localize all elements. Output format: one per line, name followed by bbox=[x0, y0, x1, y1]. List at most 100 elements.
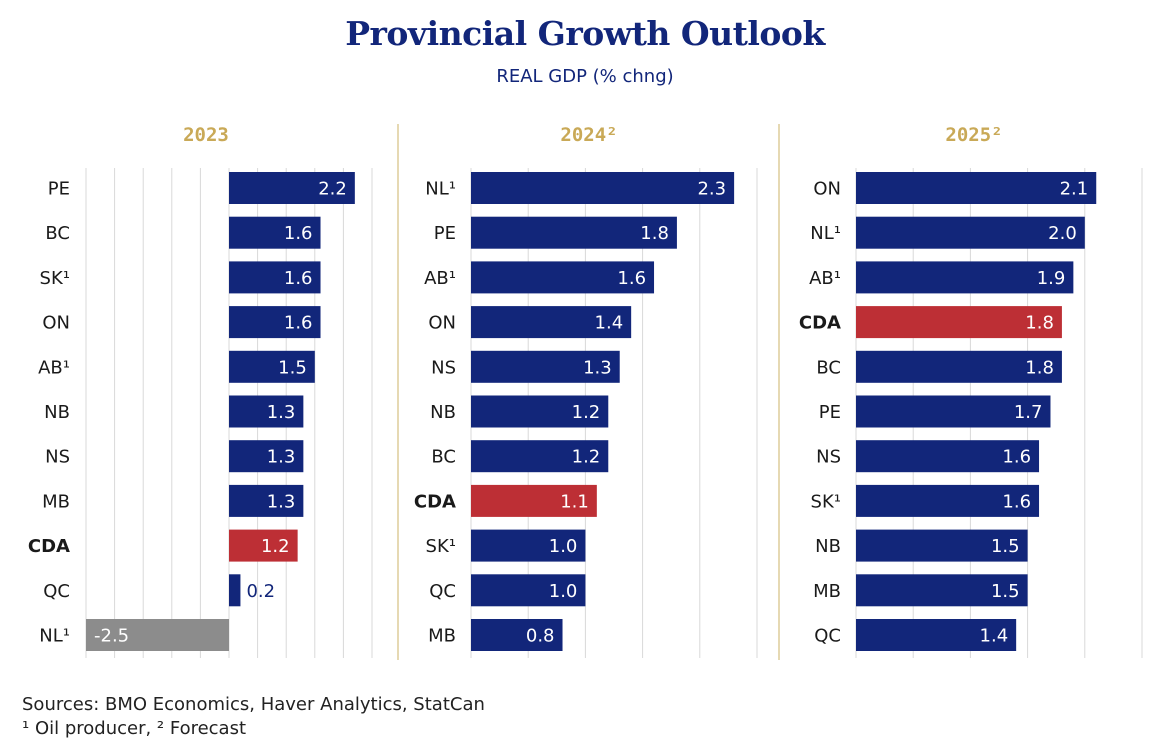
chart-title: Provincial Growth Outlook bbox=[345, 14, 825, 53]
data-label: 1.6 bbox=[284, 313, 313, 334]
category-label: NB bbox=[430, 402, 456, 423]
data-label: 1.9 bbox=[1037, 268, 1066, 289]
category-label: SK¹ bbox=[40, 268, 70, 289]
category-label: ON bbox=[428, 313, 456, 334]
data-label: 1.8 bbox=[1025, 313, 1054, 334]
data-label: 2.3 bbox=[697, 179, 726, 200]
data-label: 2.2 bbox=[318, 179, 347, 200]
bar bbox=[229, 395, 304, 428]
panel-title: 2025² bbox=[945, 124, 1002, 146]
category-label: NL¹ bbox=[39, 626, 70, 647]
category-label: PE bbox=[434, 223, 456, 244]
category-label: PE bbox=[48, 179, 70, 200]
bar bbox=[471, 261, 655, 294]
data-label: 0.8 bbox=[526, 626, 555, 647]
category-label: ON bbox=[42, 313, 70, 334]
bar bbox=[471, 216, 677, 249]
category-label: QC bbox=[43, 581, 70, 602]
bar bbox=[471, 440, 609, 473]
data-label: 1.2 bbox=[572, 447, 601, 468]
bar bbox=[856, 261, 1074, 294]
bar bbox=[229, 440, 304, 473]
category-label: AB¹ bbox=[424, 268, 456, 289]
category-label: NL¹ bbox=[810, 223, 841, 244]
panel-3: 2025² ON 2.1 NL¹ 2.0 AB¹ 1.9 CDA 1.8 BC 1.8 PE 1.7 NS… bbox=[799, 124, 1143, 658]
bar bbox=[856, 484, 1040, 517]
data-label: 1.8 bbox=[640, 223, 669, 244]
bar bbox=[856, 440, 1040, 473]
bar bbox=[229, 306, 321, 339]
bar bbox=[471, 172, 735, 204]
data-label: -2.5 bbox=[94, 626, 129, 647]
data-label: 1.0 bbox=[549, 581, 578, 602]
category-label: PE bbox=[819, 402, 841, 423]
bar bbox=[229, 484, 304, 517]
category-label: BC bbox=[45, 223, 70, 244]
category-label: QC bbox=[814, 626, 841, 647]
bar bbox=[856, 574, 1028, 607]
bar bbox=[229, 261, 321, 294]
category-label: BC bbox=[431, 447, 456, 468]
bar bbox=[856, 172, 1097, 204]
data-label: 2.0 bbox=[1048, 223, 1077, 244]
panel-2: 2024² NL¹ 2.3 PE 1.8 AB¹ 1.6 ON 1.4 NS 1.3 NB 1.2 BC 1… bbox=[414, 124, 758, 658]
bar bbox=[856, 395, 1051, 428]
data-label: 1.6 bbox=[1002, 491, 1031, 512]
data-label: 1.5 bbox=[991, 581, 1020, 602]
category-label: NS bbox=[45, 447, 70, 468]
data-label: 1.4 bbox=[595, 313, 624, 334]
category-label: NB bbox=[44, 402, 70, 423]
bar bbox=[471, 484, 597, 517]
bar bbox=[471, 529, 586, 562]
data-label: 1.3 bbox=[267, 402, 296, 423]
data-label: 1.5 bbox=[991, 536, 1020, 557]
bar bbox=[471, 619, 563, 651]
category-label: NL¹ bbox=[425, 179, 456, 200]
category-label: CDA bbox=[799, 313, 841, 334]
bar bbox=[86, 619, 229, 651]
bar bbox=[856, 216, 1085, 249]
bar bbox=[856, 529, 1028, 562]
category-label: ON bbox=[813, 179, 841, 200]
category-label: MB bbox=[428, 626, 456, 647]
data-label: 1.6 bbox=[284, 223, 313, 244]
category-label: MB bbox=[42, 491, 70, 512]
data-label: 1.6 bbox=[1002, 447, 1031, 468]
category-label: CDA bbox=[414, 491, 456, 512]
panel-1: 2023 PE 2.2 BC 1.6 SK¹ 1.6 ON 1.6 AB¹ 1.5 NB 1.3 NS 1.… bbox=[28, 124, 373, 658]
bar bbox=[229, 172, 355, 204]
data-label: 0.2 bbox=[246, 581, 275, 602]
bar bbox=[856, 619, 1017, 651]
data-label: 1.5 bbox=[278, 357, 307, 378]
data-label: 1.2 bbox=[572, 402, 601, 423]
data-label: 1.7 bbox=[1014, 402, 1043, 423]
bar bbox=[856, 306, 1062, 339]
data-label: 1.6 bbox=[617, 268, 646, 289]
category-label: CDA bbox=[28, 536, 70, 557]
bar bbox=[856, 350, 1062, 383]
category-label: QC bbox=[429, 581, 456, 602]
data-label: 1.3 bbox=[583, 357, 612, 378]
category-label: NS bbox=[431, 357, 456, 378]
data-label: 1.6 bbox=[284, 268, 313, 289]
bar bbox=[229, 529, 298, 562]
panel-title: 2023 bbox=[183, 124, 229, 146]
panel-title: 2024² bbox=[560, 124, 617, 146]
sources-text: Sources: BMO Economics, Haver Analytics,… bbox=[22, 694, 485, 715]
bar bbox=[471, 350, 620, 383]
data-label: 1.4 bbox=[980, 626, 1009, 647]
sources-footnote: Sources: BMO Economics, Haver Analytics,… bbox=[22, 693, 485, 741]
data-label: 1.3 bbox=[267, 491, 296, 512]
data-label: 1.3 bbox=[267, 447, 296, 468]
bar bbox=[229, 574, 241, 607]
data-label: 1.8 bbox=[1025, 357, 1054, 378]
chart-subtitle: REAL GDP (% chng) bbox=[496, 66, 674, 87]
footnote-text: ¹ Oil producer, ² Forecast bbox=[22, 718, 247, 739]
data-label: 1.1 bbox=[560, 491, 589, 512]
data-label: 1.0 bbox=[549, 536, 578, 557]
bar bbox=[471, 574, 586, 607]
category-label: BC bbox=[816, 357, 841, 378]
category-label: AB¹ bbox=[38, 357, 70, 378]
data-label: 1.2 bbox=[261, 536, 290, 557]
category-label: AB¹ bbox=[809, 268, 841, 289]
